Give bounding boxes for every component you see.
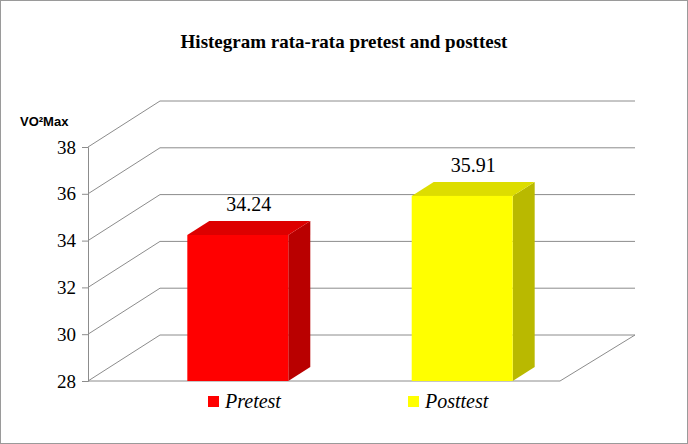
tick: 28 <box>57 371 88 392</box>
grid-line <box>88 148 635 194</box>
tick-label: 36 <box>57 183 76 204</box>
tick-label: 30 <box>57 324 76 345</box>
bar <box>187 235 288 381</box>
grid-line <box>88 101 635 147</box>
tick: 30 <box>57 324 88 345</box>
bar <box>412 196 513 381</box>
tick-mark <box>82 241 88 242</box>
grid <box>88 101 635 381</box>
grid-line <box>88 241 635 287</box>
tick: 34 <box>57 230 88 251</box>
data-label: 34.24 <box>226 193 271 215</box>
bar-side <box>288 221 310 381</box>
y-axis: 28 30 32 34 36 38 <box>57 137 89 392</box>
grid-line <box>88 288 635 334</box>
bar-top <box>412 182 535 196</box>
y-axis-title: VO²Max <box>20 114 69 129</box>
legend: Pretest Posttest <box>208 390 489 412</box>
grid-line <box>88 195 635 241</box>
grid-line <box>88 335 635 381</box>
chart: 34.24 35.91 28 30 32 34 36 38 Histegram rata-rat… <box>0 0 688 444</box>
bar-side <box>513 182 535 381</box>
tick: 36 <box>57 183 88 204</box>
legend-swatch <box>408 396 419 407</box>
tick: 32 <box>57 277 88 298</box>
legend-label: Posttest <box>424 390 489 412</box>
tick-mark <box>82 194 88 195</box>
tick-label: 38 <box>57 137 76 158</box>
tick: 38 <box>57 137 88 158</box>
tick-mark <box>82 147 88 148</box>
floor-edge <box>88 335 635 381</box>
data-labels: 34.24 35.91 <box>226 154 495 215</box>
legend-swatch <box>208 396 219 407</box>
tick-mark <box>82 334 88 335</box>
legend-label: Pretest <box>224 390 281 412</box>
axis-line <box>82 148 89 382</box>
tick-mark <box>82 381 88 382</box>
bar-top <box>187 221 310 235</box>
tick-mark <box>82 287 88 288</box>
chart-border <box>1 1 688 444</box>
tick-label: 32 <box>57 277 76 298</box>
bars <box>187 182 534 381</box>
tick-label: 28 <box>57 371 76 392</box>
data-label: 35.91 <box>451 154 496 176</box>
tick-label: 34 <box>57 230 77 251</box>
title: Histegram rata-rata pretest and posttest <box>181 31 508 52</box>
